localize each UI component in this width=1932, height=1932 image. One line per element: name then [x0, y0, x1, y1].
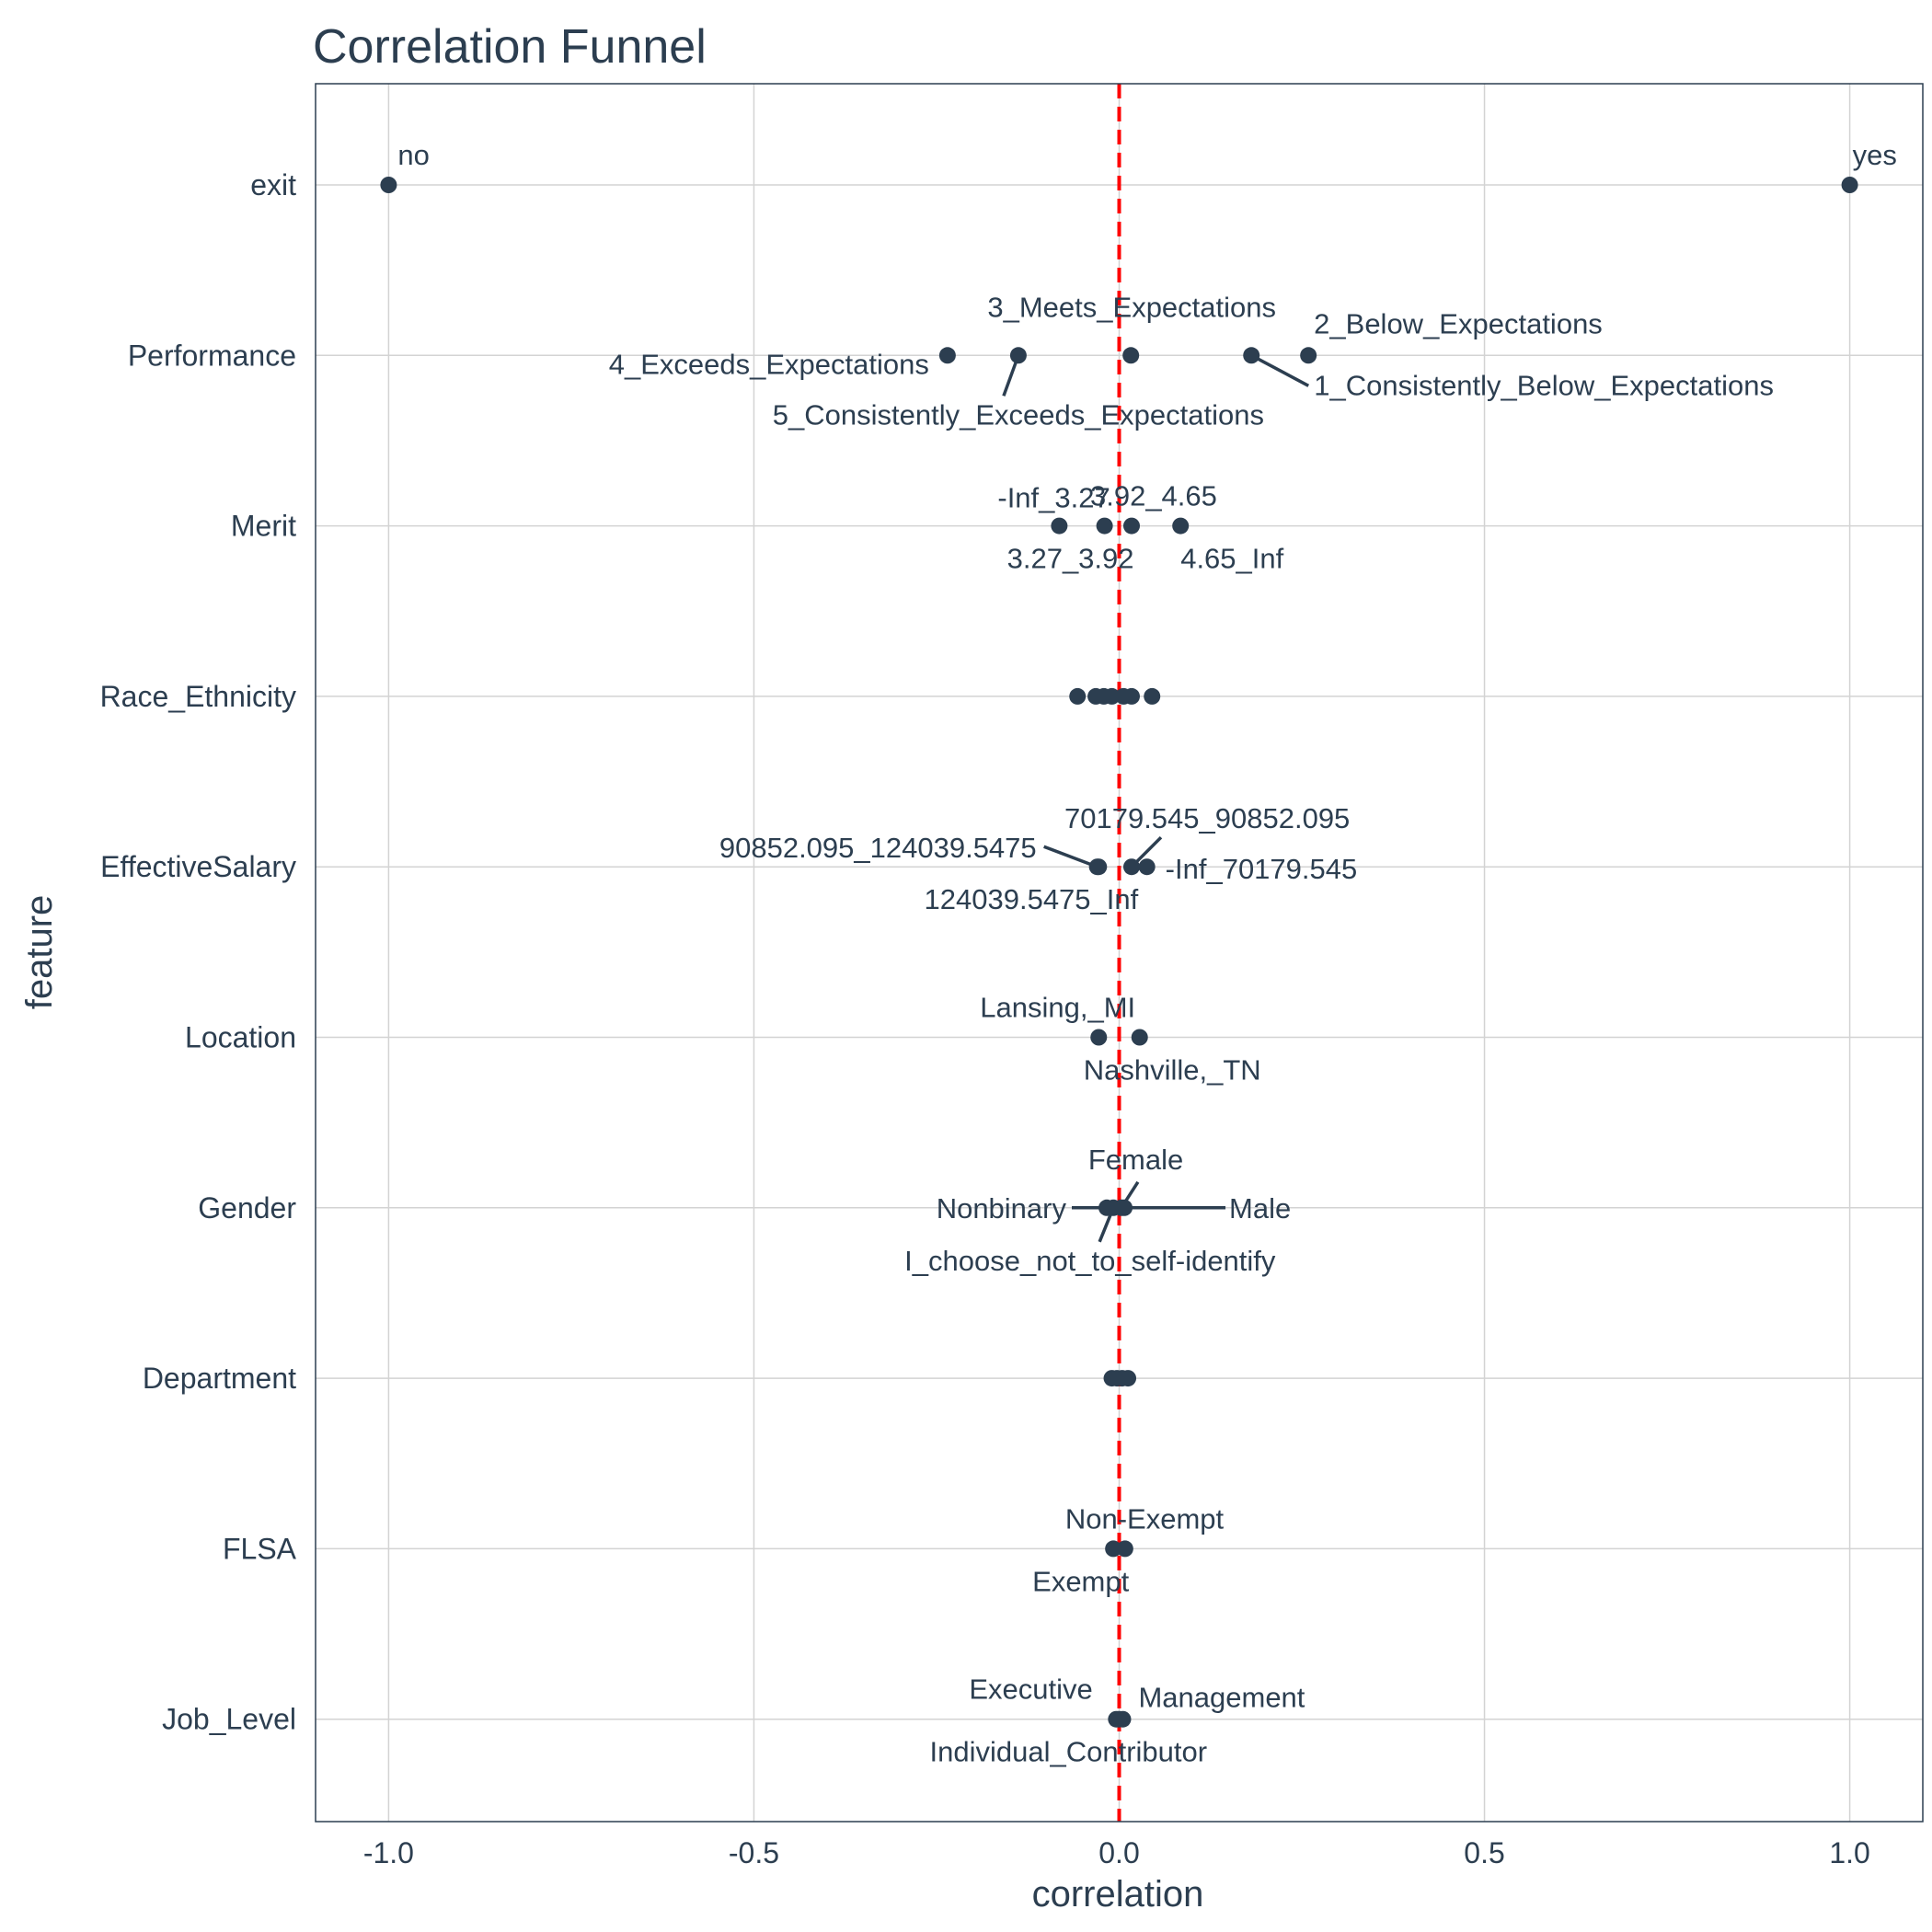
point-label-female: Female — [1088, 1144, 1183, 1176]
data-points — [380, 177, 1858, 1728]
point-label-inf-70179-545: -Inf_70179.545 — [1166, 853, 1358, 885]
y-tick-label-effectivesalary: EffectiveSalary — [100, 850, 296, 883]
point-effectivesalary-inf-70179-545 — [1138, 858, 1156, 876]
point-race-ethnicity — [1144, 687, 1161, 705]
point-label-male: Male — [1229, 1192, 1291, 1225]
chart-title: Correlation Funnel — [313, 20, 707, 74]
y-tick-label-exit: exit — [250, 168, 296, 201]
point-label-yes: yes — [1853, 139, 1897, 171]
y-tick-label-race-ethnicity: Race_Ethnicity — [100, 680, 296, 713]
point-merit-inf-3-27 — [1051, 517, 1068, 535]
x-tick-label: -0.5 — [729, 1836, 779, 1869]
point-label-70179-545-90852-095: 70179.545_90852.095 — [1064, 802, 1350, 834]
point-label-3-meets-expectations: 3_Meets_Expectations — [987, 291, 1276, 323]
point-performance-3-meets-expectations — [1122, 347, 1140, 364]
y-axis-title: feature — [19, 895, 60, 1010]
point-race-ethnicity — [1103, 687, 1121, 705]
x-tick-label: 1.0 — [1829, 1836, 1869, 1869]
point-location-nashville-tn — [1131, 1029, 1148, 1046]
point-performance-5-consistently-exceeds-expectations — [1009, 347, 1027, 364]
leader-line-1-consistently-below-expectations — [1250, 353, 1310, 387]
x-tick-label: 0.5 — [1464, 1836, 1504, 1869]
point-labels: no yes 4_Exceeds_Expectations 5_Consistentl… — [397, 139, 1896, 1768]
point-job-level-management — [1114, 1710, 1132, 1728]
y-tick-label-location: Location — [185, 1021, 296, 1054]
point-gender-male — [1116, 1199, 1133, 1216]
point-label-nashville-tn: Nashville,_TN — [1084, 1054, 1261, 1087]
y-tick-label-merit: Merit — [231, 510, 296, 543]
y-tick-label-job-level: Job_Level — [162, 1703, 296, 1736]
y-tick-label-department: Department — [143, 1362, 296, 1395]
x-tick-label: 0.0 — [1098, 1836, 1139, 1869]
point-exit-no — [380, 177, 397, 193]
point-label-non-exempt: Non-Exempt — [1065, 1502, 1225, 1535]
point-label-exempt: Exempt — [1032, 1565, 1129, 1597]
point-effectivesalary-124039-5475-inf — [1090, 858, 1108, 876]
plot-panel-border — [315, 83, 1924, 1823]
point-label-3-27-3-92: 3.27_3.92 — [1007, 543, 1134, 575]
y-tick-label-performance: Performance — [128, 339, 296, 372]
point-label-4-exceeds-expectations: 4_Exceeds_Expectations — [609, 348, 929, 380]
point-label-executive: Executive — [969, 1673, 1092, 1706]
point-label-90852-095-124039-5475: 90852.095_124039.5475 — [719, 832, 1037, 864]
point-performance-4-exceeds-expectations — [938, 347, 956, 364]
point-merit-4-65-inf — [1172, 517, 1190, 535]
point-location-lansing-mi — [1090, 1029, 1108, 1046]
y-axis-tick-labels: exit Performance Merit Race_Ethnicity Effect… — [100, 168, 297, 1736]
x-axis-tick-labels: -1.0 -0.5 0.0 0.5 1.0 — [363, 1836, 1870, 1869]
point-performance-2-below-expectations — [1300, 347, 1317, 364]
y-tick-label-gender: Gender — [198, 1191, 296, 1225]
point-merit-3-92-4-65 — [1122, 517, 1140, 535]
leader-line-90852-095-124039-5475 — [1043, 845, 1098, 868]
y-tick-label-flsa: FLSA — [223, 1532, 297, 1565]
point-label-no: no — [397, 139, 429, 171]
point-exit-yes — [1841, 177, 1858, 193]
point-label-4-65-inf: 4.65_Inf — [1180, 543, 1283, 575]
point-label-inf-3-27: -Inf_3.27 — [997, 482, 1110, 514]
x-axis-title: correlation — [1032, 1874, 1204, 1915]
point-flsa-non-exempt — [1116, 1540, 1133, 1558]
point-department — [1120, 1370, 1137, 1387]
point-label-lansing-mi: Lansing,_MI — [980, 992, 1135, 1024]
point-label-124039-5475-inf: 124039.5475_Inf — [925, 883, 1139, 915]
point-label-individual-contributor: Individual_Contributor — [930, 1736, 1208, 1768]
point-effectivesalary-70179-545-90852-095 — [1122, 858, 1140, 876]
point-label-i-choose-not-to-self-identify: I_choose_not_to_self-identify — [904, 1245, 1276, 1277]
point-merit-3-27-3-92 — [1096, 517, 1113, 535]
point-performance-1-consistently-below-expectations — [1243, 347, 1260, 364]
point-label-nonbinary: Nonbinary — [937, 1192, 1067, 1225]
x-tick-label: -1.0 — [363, 1836, 414, 1869]
point-label-management: Management — [1138, 1682, 1305, 1714]
point-race-ethnicity — [1122, 687, 1140, 705]
point-flsa-exempt — [1105, 1540, 1122, 1558]
point-label-1-consistently-below-expectations: 1_Consistently_Below_Expectations — [1314, 369, 1774, 401]
point-label-2-below-expectations: 2_Below_Expectations — [1314, 307, 1603, 339]
point-label-3-92-4-65: 3.92_4.65 — [1090, 480, 1217, 512]
point-label-5-consistently-exceeds-expectations: 5_Consistently_Exceeds_Expectations — [773, 398, 1264, 431]
point-race-ethnicity — [1069, 687, 1087, 705]
